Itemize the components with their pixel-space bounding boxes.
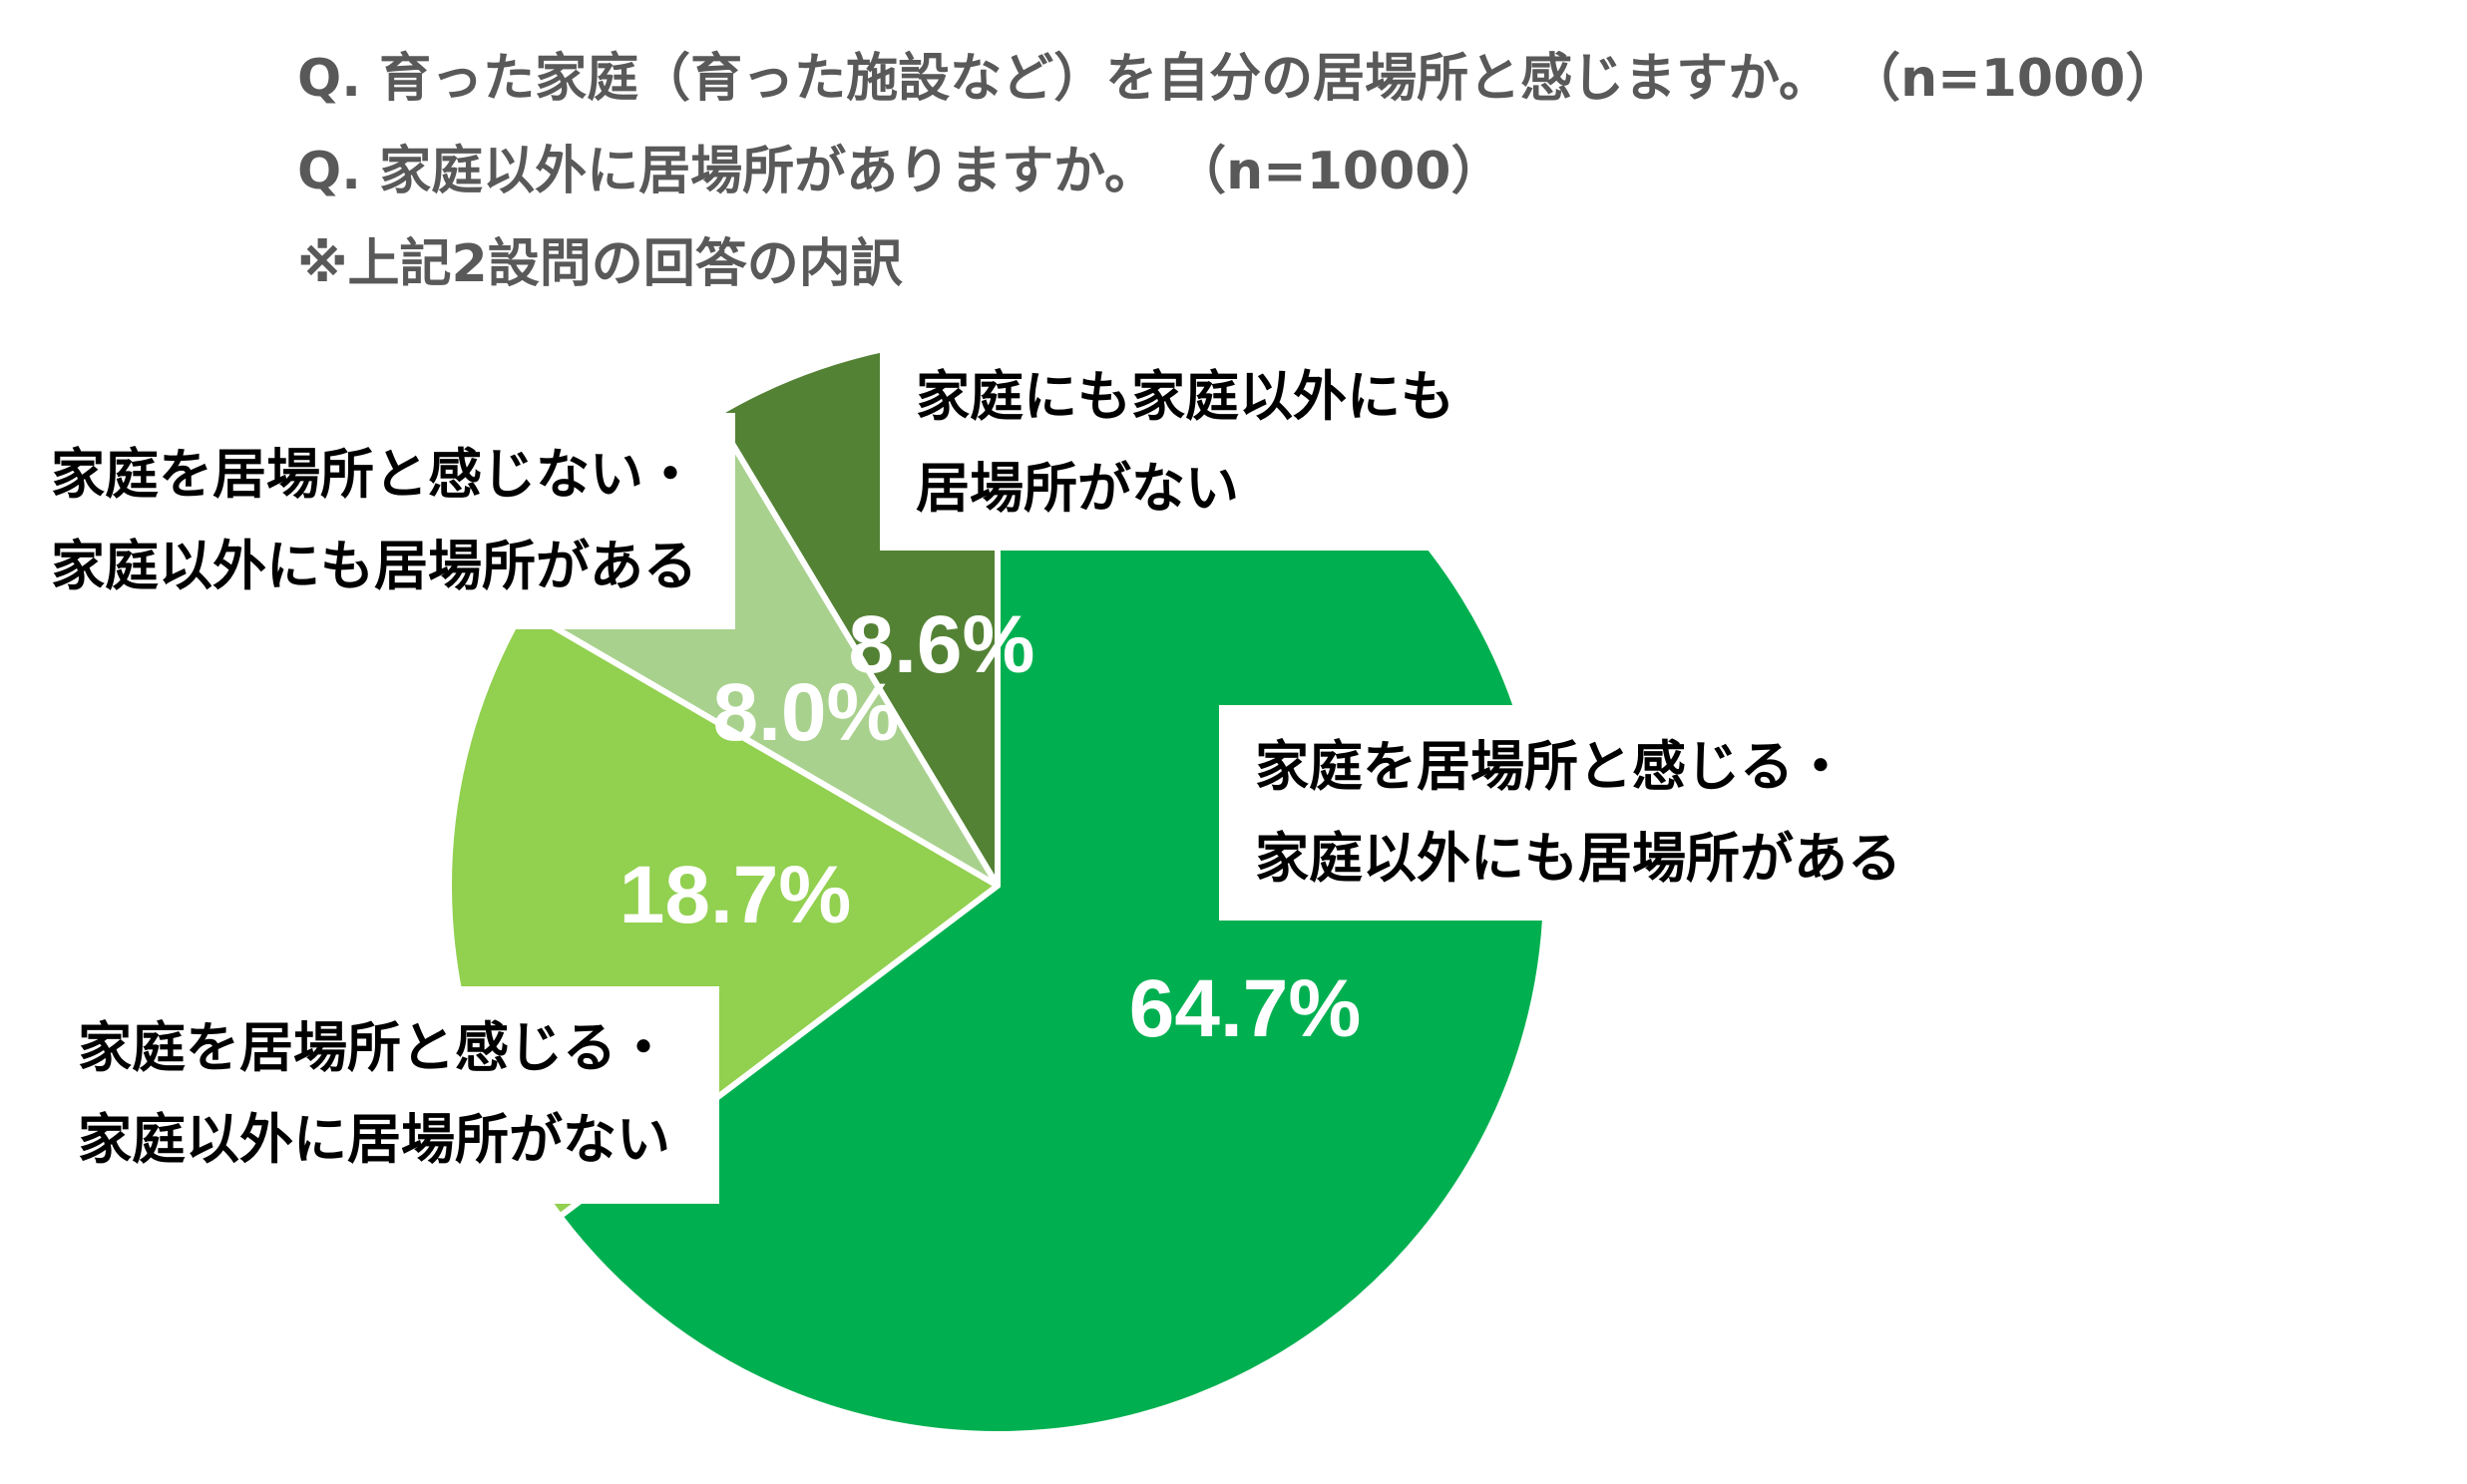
category-label-home-no-outside-yes: 家庭を居場所と感じない・ 家庭以外にも居場所がある [15,413,735,629]
chart-title-block: Q. 育った家庭（育った施設など）を自分の居場所と感じますか。 （n=1000）… [297,33,2177,311]
question-1-title: Q. 育った家庭（育った施設など）を自分の居場所と感じますか。 （n=1000） [297,49,2178,109]
category-label-line: 家庭以外にも居場所がある [51,535,697,597]
category-label-home-yes-outside-yes: 家庭を居場所と感じる・ 家庭以外にも居場所がある [1219,705,1939,921]
category-label-line: 居場所がない [916,457,1239,520]
question-2-title: Q. 家庭以外に居場所がありますか。 （n=1000） [297,142,1503,201]
category-label-home-yes-outside-no: 家庭を居場所と感じる・ 家庭以外に居場所がない [42,986,719,1204]
category-label-line: 家庭以外にも居場所がある [1255,827,1901,890]
value-label-8-0: 8.0% [712,667,900,758]
breakdown-note: ※上記2設問の回答の内訳 [297,234,903,294]
category-label-line: 家庭を居場所と感じない・ [51,443,697,506]
value-label-64-7: 64.7% [1128,963,1362,1054]
category-label-line: 家庭を居場所と感じる・ [78,1016,670,1079]
category-label-line: 家庭以外に居場所がない [78,1108,670,1171]
value-label-18-7: 18.7% [618,850,852,940]
category-label-line: 家庭にも家庭以外にも [916,365,1454,428]
value-label-8-6: 8.6% [848,599,1035,690]
category-label-home-no-outside-no: 家庭にも家庭以外にも 居場所がない [880,335,1490,551]
category-label-line: 家庭を居場所と感じる・ [1255,735,1848,798]
